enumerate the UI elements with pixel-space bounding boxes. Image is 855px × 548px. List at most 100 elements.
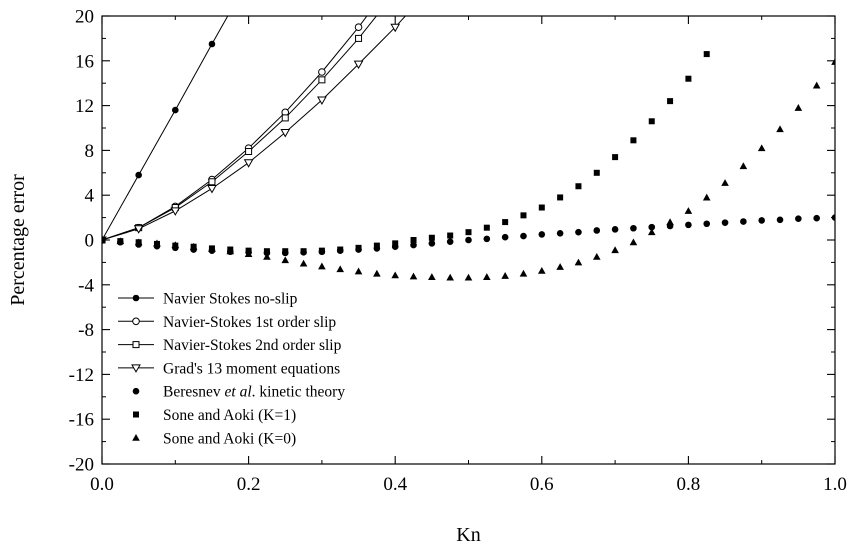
data-point	[667, 98, 674, 105]
data-point	[647, 228, 656, 236]
data-point	[354, 267, 363, 275]
legend-item: Navier Stokes no-slip	[118, 291, 298, 308]
data-point	[483, 235, 491, 243]
data-point	[611, 226, 619, 233]
data-point	[501, 272, 509, 279]
data-point	[410, 241, 417, 249]
series-sone-and-aoki-k-0	[102, 58, 835, 281]
data-point	[630, 137, 637, 144]
data-point	[447, 232, 454, 239]
data-point	[538, 267, 546, 274]
data-point	[812, 81, 821, 89]
data-point	[593, 227, 601, 234]
legend-label: Sone and Aoki (K=0)	[163, 430, 296, 447]
y-tick-label: 8	[85, 141, 95, 162]
data-point	[172, 106, 179, 114]
legend-label: Sone and Aoki (K=1)	[163, 407, 296, 424]
data-point	[281, 114, 289, 122]
data-point	[189, 242, 198, 250]
data-point	[390, 23, 401, 33]
data-point	[299, 259, 308, 267]
data-point	[428, 240, 436, 247]
data-point	[446, 273, 454, 281]
data-point	[776, 216, 784, 224]
data-point	[171, 241, 180, 249]
data-point	[134, 238, 143, 246]
legend-label: Grad's 13 moment equations	[163, 360, 340, 377]
x-axis-title: Kn	[456, 524, 480, 546]
data-point	[318, 262, 326, 270]
x-tick-label: 1.0	[823, 474, 847, 495]
y-tick-label: 4	[85, 186, 95, 207]
data-point	[318, 76, 326, 84]
legend-item: Grad's 13 moment equations	[118, 360, 340, 377]
legend-marker	[132, 294, 140, 302]
legend-marker	[131, 364, 141, 373]
data-point	[281, 256, 290, 264]
data-point	[208, 245, 216, 252]
legend-item: Beresnev et al. kinetic theory	[132, 384, 345, 401]
data-point	[226, 247, 235, 255]
data-point	[757, 144, 766, 152]
data-point	[630, 224, 637, 232]
data-point	[170, 207, 181, 216]
data-point	[556, 229, 564, 237]
data-point	[392, 240, 399, 247]
x-tick-label: 0.6	[530, 474, 554, 495]
ticks-layer: 0.0 0.2 0.4 0.6 0.8 1.0 -20 -16 -12 -8 -4 0 4 8 12 16 20	[69, 7, 847, 496]
data-point	[666, 218, 674, 226]
series-line	[102, 16, 368, 241]
data-point	[208, 178, 216, 186]
y-tick-label: 16	[75, 51, 94, 72]
data-point	[336, 265, 345, 273]
data-point	[337, 246, 344, 253]
data-point	[592, 253, 601, 260]
data-point	[208, 40, 216, 48]
data-point	[538, 204, 545, 211]
data-point	[575, 183, 582, 190]
series-line	[102, 16, 407, 241]
legend-marker	[132, 434, 140, 441]
series-navier-stokes-1st-order-slip	[102, 16, 368, 244]
data-point	[629, 238, 638, 246]
data-point	[520, 212, 527, 219]
data-point	[465, 236, 472, 244]
y-tick-label: 12	[75, 96, 94, 117]
data-point	[685, 221, 692, 229]
legend-item: Navier-Stokes 1st order slip	[118, 314, 336, 331]
data-point	[317, 96, 327, 106]
x-tick-label: 0.0	[90, 474, 114, 495]
legend-item: Sone and Aoki (K=1)	[133, 407, 296, 424]
data-point	[282, 248, 289, 255]
data-point	[758, 217, 765, 224]
data-point	[794, 104, 803, 111]
data-point	[373, 242, 380, 249]
data-point	[391, 271, 399, 279]
series-grad-s-13-moment-equations	[102, 16, 407, 246]
data-point	[721, 179, 729, 186]
legend-marker	[133, 411, 139, 418]
data-point	[446, 238, 454, 245]
data-point	[593, 169, 600, 176]
data-point	[300, 248, 307, 255]
data-point	[740, 218, 747, 225]
y-tick-label: 20	[75, 7, 94, 28]
data-point	[280, 128, 291, 138]
data-point	[611, 246, 619, 254]
y-tick-label: -8	[78, 320, 94, 341]
legend-item: Sone and Aoki (K=0)	[132, 430, 296, 447]
legend-label: Navier Stokes no-slip	[163, 291, 298, 308]
data-point	[612, 154, 619, 161]
legend-label: Navier-Stokes 2nd order slip	[163, 337, 342, 354]
data-point	[410, 237, 417, 243]
data-point	[538, 231, 546, 238]
data-point	[520, 232, 527, 240]
data-point	[464, 273, 473, 281]
data-point	[648, 223, 656, 231]
legend-label: Navier-Stokes 1st order slip	[163, 314, 336, 331]
data-point	[373, 269, 381, 277]
data-point	[483, 224, 490, 231]
data-point	[355, 34, 363, 42]
data-point	[133, 225, 144, 234]
